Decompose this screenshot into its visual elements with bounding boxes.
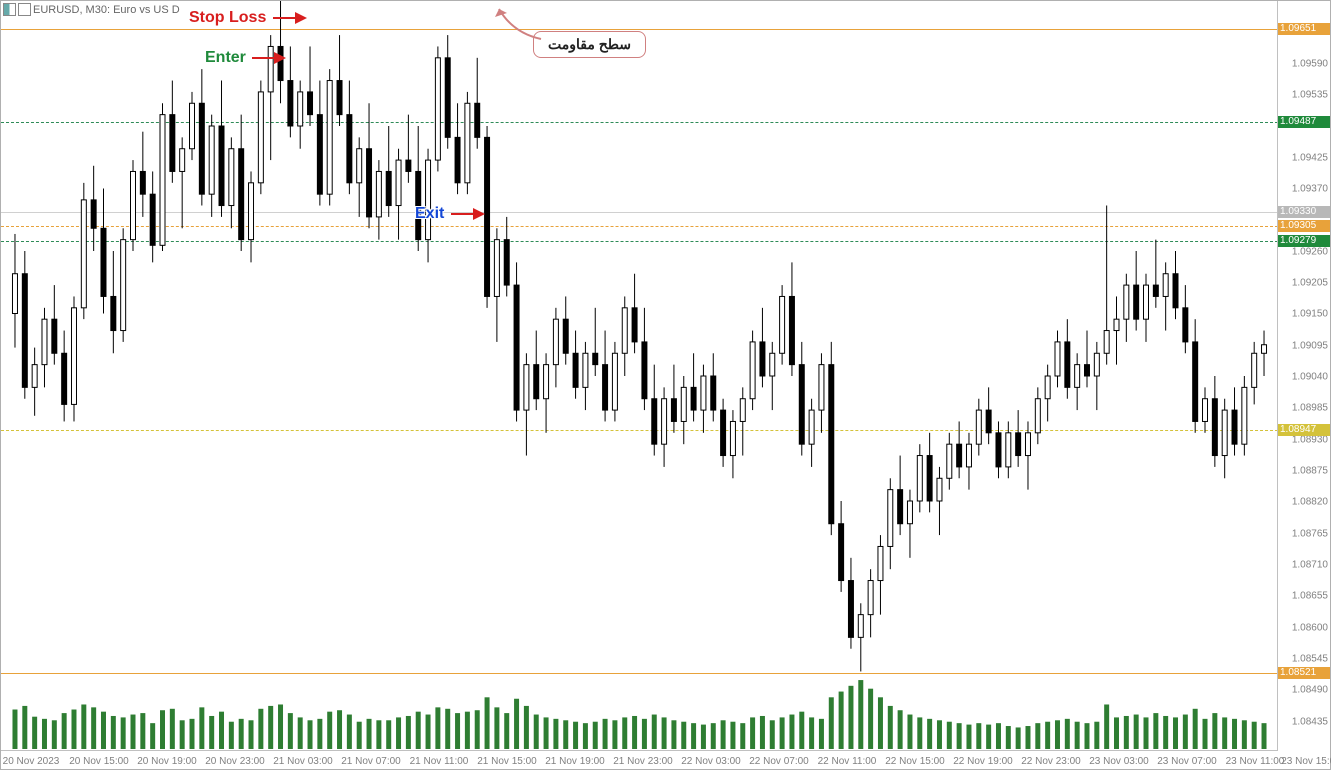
plot-area[interactable]: EURUSD, M30: Euro vs US D Stop Loss Ente…: [1, 1, 1278, 751]
enter-text: Enter: [205, 49, 246, 66]
time-tick: 20 Nov 19:00: [137, 756, 197, 767]
grid-icon[interactable]: [3, 3, 16, 16]
resistance-callout: سطح مقاومت: [533, 31, 646, 58]
time-tick: 21 Nov 23:00: [613, 756, 673, 767]
price-tick: 1.08600: [1292, 622, 1328, 633]
annot-stop-loss: Stop Loss: [189, 9, 311, 27]
time-tick: 20 Nov 15:00: [69, 756, 129, 767]
price-tick: 1.09095: [1292, 340, 1328, 351]
price-tick: 1.09040: [1292, 372, 1328, 383]
time-tick: 21 Nov 11:00: [410, 756, 469, 767]
arrow-icon: [271, 12, 311, 24]
price-tag: 1.09305: [1278, 220, 1330, 232]
annot-exit: Exit: [415, 205, 489, 223]
time-tick: 23 Nov 03:00: [1089, 756, 1149, 767]
callout-text: سطح مقاومت: [548, 36, 631, 52]
price-tick: 1.08875: [1292, 466, 1328, 477]
annot-enter: Enter: [205, 49, 290, 67]
price-tag: 1.09330: [1278, 206, 1330, 218]
price-tick: 1.08985: [1292, 403, 1328, 414]
time-tick: 20 Nov 23:00: [205, 756, 265, 767]
price-tick: 1.08435: [1292, 716, 1328, 727]
bars-icon[interactable]: [18, 3, 31, 16]
time-tick: 21 Nov 03:00: [273, 756, 333, 767]
time-tick: 22 Nov 03:00: [681, 756, 741, 767]
arrow-icon: [449, 208, 489, 220]
exit-text: Exit: [415, 205, 444, 222]
price-tick: 1.08545: [1292, 654, 1328, 665]
price-tick: 1.09535: [1292, 90, 1328, 101]
price-tick: 1.09370: [1292, 184, 1328, 195]
time-tick: 23 Nov 11:00: [1226, 756, 1285, 767]
price-tag: 1.08947: [1278, 424, 1330, 436]
price-tick: 1.08490: [1292, 685, 1328, 696]
price-tick: 1.09205: [1292, 278, 1328, 289]
time-tick: 23 Nov 07:00: [1157, 756, 1217, 767]
price-tag: 1.09651: [1278, 23, 1330, 35]
time-scale[interactable]: 20 Nov 2023 20 Nov 15:00 20 Nov 19:00 20 No…: [1, 750, 1278, 769]
price-scale[interactable]: 1.095901.095351.094251.093701.092601.092…: [1277, 1, 1330, 751]
symbol-label: EURUSD, M30: Euro vs US D: [33, 4, 180, 16]
chart-container: EURUSD, M30: Euro vs US D Stop Loss Ente…: [0, 0, 1331, 770]
price-tag: 1.08521: [1278, 667, 1330, 679]
time-tick: 22 Nov 19:00: [953, 756, 1013, 767]
time-tick: 21 Nov 07:00: [341, 756, 401, 767]
callout-leader-icon: [493, 3, 553, 43]
price-tick: 1.09425: [1292, 152, 1328, 163]
price-tick: 1.09260: [1292, 246, 1328, 257]
price-tick: 1.08655: [1292, 591, 1328, 602]
chart-title-bar: EURUSD, M30: Euro vs US D: [3, 3, 180, 16]
price-tick: 1.09150: [1292, 309, 1328, 320]
price-tick: 1.08820: [1292, 497, 1328, 508]
price-tick: 1.08765: [1292, 528, 1328, 539]
time-tick: 22 Nov 15:00: [885, 756, 945, 767]
time-tick: 22 Nov 07:00: [749, 756, 809, 767]
time-tick: 22 Nov 11:00: [818, 756, 877, 767]
price-tag: 1.09279: [1278, 235, 1330, 247]
price-tick: 1.09590: [1292, 58, 1328, 69]
stop-loss-text: Stop Loss: [189, 9, 266, 26]
arrow-icon: [250, 52, 290, 64]
time-tick: 20 Nov 2023: [3, 756, 60, 767]
time-tick: 21 Nov 19:00: [545, 756, 605, 767]
time-tick: 23 Nov 15:00: [1281, 756, 1331, 767]
price-tick: 1.08710: [1292, 560, 1328, 571]
time-tick: 22 Nov 23:00: [1021, 756, 1081, 767]
price-tag: 1.09487: [1278, 116, 1330, 128]
time-tick: 21 Nov 15:00: [477, 756, 537, 767]
candles-svg: [1, 1, 1278, 751]
